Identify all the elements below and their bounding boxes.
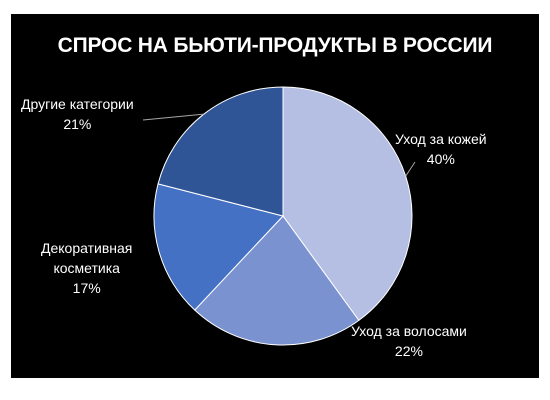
leader-line-skin-care [405,161,416,177]
pie-slice-skin-care [282,86,413,322]
pie-slice-decorative-cosmetics [153,183,284,311]
data-label-skin-care: Уход за кожей 40% [395,129,487,169]
pie-chart [142,86,416,346]
data-label-hair-care: Уход за волосами 22% [351,321,467,361]
label-category: Уход за кожей [395,131,487,147]
label-value: 22% [394,343,423,359]
chart-slide: СПРОС НА БЬЮТИ-ПРОДУКТЫ В РОССИИ Уход за… [11,14,539,378]
leader-lines [142,113,416,177]
label-category: Уход за волосами [351,323,467,339]
data-label-other-categories: Другие категории 21% [21,94,134,134]
label-category: Другие категории [21,96,134,112]
pie-slice-other-categories [157,86,284,217]
data-label-decorative-cosmetics: Декоративная косметика 17% [41,238,132,298]
pie-slices [153,86,413,346]
label-value: 17% [72,280,101,296]
leader-line-other-categories [142,113,204,121]
label-category: Декоративная [41,240,133,256]
label-value: 40% [426,151,455,167]
label-category-line2: косметика [53,260,120,276]
label-value: 21% [63,116,92,132]
pie-slice-hair-care [193,215,360,346]
chart-title: СПРОС НА БЬЮТИ-ПРОДУКТЫ В РОССИИ [57,34,493,57]
